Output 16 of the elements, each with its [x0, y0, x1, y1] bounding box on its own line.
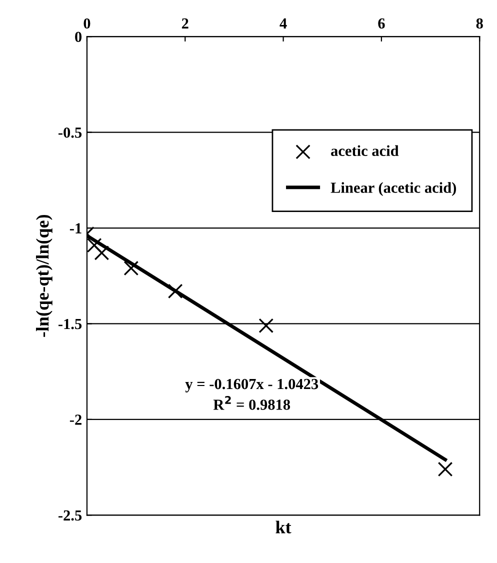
x-tick-label: 8 — [476, 18, 483, 29]
x-axis-title: kt — [276, 520, 292, 534]
y-axis-title: -ln(qe-qt)/ln(qe) — [36, 214, 52, 337]
y-tick-label: 0 — [75, 32, 82, 42]
y-tick-label: -0.5 — [58, 127, 82, 138]
y-tick-label: -2.5 — [58, 510, 82, 521]
legend-label: acetic acid — [331, 145, 399, 156]
y-tick-label: -1 — [70, 223, 82, 234]
x-tick-label: 2 — [182, 18, 188, 28]
y-tick-label: -1.5 — [58, 318, 82, 330]
x-tick-label: 4 — [280, 18, 287, 28]
annotation: y = -0.1607x - 1.0423 R$^{2}$ = 0.9818 — [185, 378, 318, 410]
x-tick-label: 6 — [378, 18, 385, 29]
x-tick-label: 0 — [84, 18, 90, 29]
y-tick-label: -2 — [70, 414, 82, 425]
legend-label: Linear (acetic acid) — [330, 182, 456, 196]
